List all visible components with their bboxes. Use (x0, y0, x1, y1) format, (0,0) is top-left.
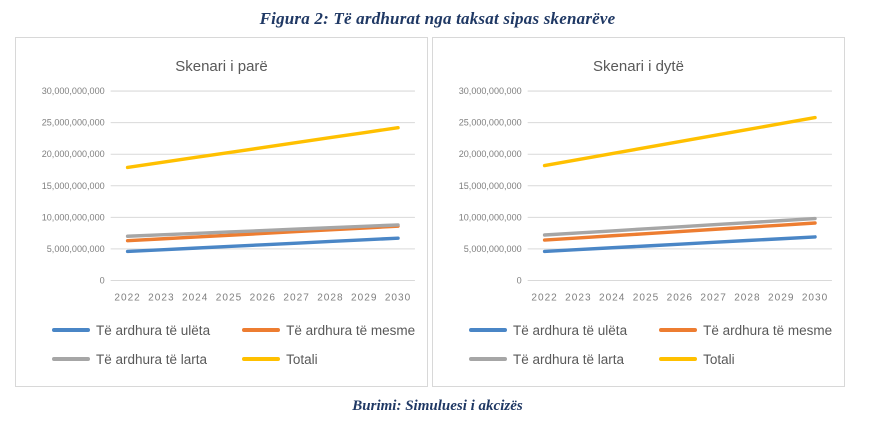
legend-swatch-orange (659, 328, 698, 333)
series-line-orange (125, 224, 400, 243)
chart-title: Skenari i parë (175, 58, 268, 75)
y-tick-label: 25,000,000,000 (459, 118, 522, 128)
series-line-blue (542, 235, 817, 254)
plot-area: 30,000,000,000 25,000,000,000 20,000,000,0… (42, 86, 415, 304)
plot-area: 30,000,000,000 25,000,000,000 20,000,000,0… (459, 86, 832, 304)
y-tick-label: 15,000,000,000 (459, 181, 522, 191)
y-tick-label: 10,000,000,000 (42, 212, 105, 222)
legend-item: Të ardhura të mesme (659, 323, 832, 338)
series-line-gray (125, 223, 400, 238)
series-line-yellow (125, 125, 400, 170)
y-tick-label: 5,000,000,000 (47, 244, 105, 254)
legend-item: Të ardhura të ulëta (469, 323, 627, 338)
legend-label: Të ardhura të ulëta (513, 322, 628, 338)
x-tick-label: 2022 (531, 293, 557, 304)
x-tick-label: 2026 (250, 293, 276, 304)
legend-swatch-gray (52, 357, 90, 362)
chart-legend: Të ardhura të ulëta Të ardhura të mesme Të… (437, 323, 840, 367)
x-tick-label: 2029 (351, 293, 377, 304)
legend-item: Totali (659, 352, 832, 367)
x-tick-label: 2027 (700, 293, 726, 304)
y-tick-label: 0 (517, 275, 522, 285)
series-line-blue (125, 236, 400, 254)
x-tick-label: 2025 (216, 293, 242, 304)
y-tick-label: 30,000,000,000 (459, 86, 522, 96)
legend-label: Totali (286, 351, 318, 367)
legend-swatch-yellow (659, 357, 698, 362)
x-tick-label: 2028 (317, 293, 343, 304)
legend-item: Të ardhura të ulëta (52, 323, 210, 338)
legend-label: Të ardhura të mesme (286, 322, 416, 338)
x-tick-label: 2027 (283, 293, 309, 304)
x-tick-label: 2024 (182, 293, 208, 304)
x-tick-label: 2024 (599, 293, 625, 304)
legend-swatch-yellow (242, 357, 281, 362)
legend-item: Të ardhura të larta (52, 352, 210, 367)
legend-swatch-blue (52, 328, 90, 333)
x-tick-label: 2022 (114, 293, 140, 304)
legend-item: Të ardhura të larta (469, 352, 627, 367)
y-tick-label: 20,000,000,000 (42, 149, 105, 159)
line-chart: 30,000,000,000 25,000,000,000 20,000,000,0… (437, 83, 840, 311)
x-tick-label: 2029 (768, 293, 794, 304)
y-tick-label: 15,000,000,000 (42, 181, 105, 191)
legend-label: Totali (703, 351, 735, 367)
x-tick-label: 2023 (148, 293, 174, 304)
figure-page: Figura 2: Të ardhurat nga taksat sipas s… (15, 9, 845, 414)
x-tick-label: 2030 (802, 293, 828, 304)
legend-label: Të ardhura të larta (96, 351, 208, 367)
legend-label: Të ardhura të larta (513, 351, 625, 367)
figure-title: Figura 2: Të ardhurat nga taksat sipas s… (259, 9, 616, 28)
series-line-yellow (542, 115, 817, 168)
chart-panel-skenari-i-dyte: Skenari i dytë 30,000,000,000 25,000,000,… (432, 37, 845, 387)
y-tick-label: 0 (100, 275, 105, 285)
legend-item: Të ardhura të mesme (242, 323, 415, 338)
legend-swatch-orange (242, 328, 281, 333)
figure-source: Burimi: Simuluesi i akcizës (352, 398, 523, 414)
x-tick-label: 2026 (667, 293, 693, 304)
charts-row: Skenari i parë 30,000,000,000 25,000,000,… (15, 37, 845, 387)
series-line-orange (542, 221, 817, 242)
x-tick-label: 2023 (565, 293, 591, 304)
y-tick-label: 10,000,000,000 (459, 212, 522, 222)
chart-panel-skenari-i-pare: Skenari i parë 30,000,000,000 25,000,000,… (15, 37, 428, 387)
series-line-gray (542, 216, 817, 237)
legend-swatch-blue (469, 328, 507, 333)
x-tick-label: 2030 (385, 293, 411, 304)
legend-swatch-gray (469, 357, 507, 362)
chart-legend: Të ardhura të ulëta Të ardhura të mesme Të… (20, 323, 423, 367)
y-tick-label: 30,000,000,000 (42, 86, 105, 96)
y-tick-label: 20,000,000,000 (459, 149, 522, 159)
legend-label: Të ardhura të mesme (703, 322, 833, 338)
x-tick-label: 2025 (633, 293, 659, 304)
chart-title: Skenari i dytë (593, 58, 684, 75)
line-chart: 30,000,000,000 25,000,000,000 20,000,000,0… (20, 83, 423, 311)
legend-label: Të ardhura të ulëta (96, 322, 211, 338)
x-tick-label: 2028 (734, 293, 760, 304)
y-tick-label: 5,000,000,000 (464, 244, 522, 254)
y-tick-label: 25,000,000,000 (42, 118, 105, 128)
legend-item: Totali (242, 352, 415, 367)
